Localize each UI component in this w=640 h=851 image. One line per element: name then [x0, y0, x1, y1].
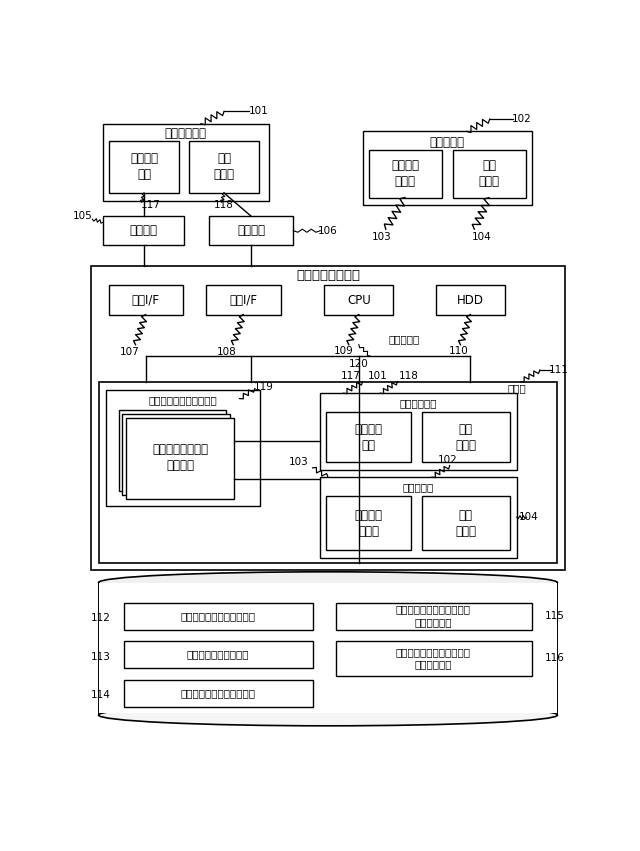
- Text: アプリケーション
ロジック: アプリケーション ロジック: [152, 443, 208, 472]
- Text: 116: 116: [545, 653, 564, 663]
- Text: 110: 110: [449, 346, 468, 356]
- Bar: [436, 285, 505, 315]
- Text: 処理
コード: 処理 コード: [479, 159, 499, 188]
- Bar: [99, 584, 557, 713]
- Bar: [320, 477, 516, 558]
- Text: CPU: CPU: [347, 294, 371, 306]
- Text: シーケンス図管理テーブル: シーケンス図管理テーブル: [180, 611, 255, 620]
- Text: シーケンス図: シーケンス図: [164, 127, 207, 140]
- Bar: [103, 123, 269, 201]
- Bar: [99, 583, 557, 715]
- Text: 処理
コード: 処理 コード: [455, 509, 476, 538]
- Text: ライフライン管理テーブル: ライフライン管理テーブル: [180, 688, 255, 698]
- Text: 上流設計支援装置: 上流設計支援装置: [296, 269, 360, 282]
- Bar: [336, 641, 532, 676]
- Text: 104: 104: [518, 512, 538, 523]
- Text: 103: 103: [289, 457, 308, 466]
- Text: プログラム: プログラム: [430, 135, 465, 149]
- Text: 108: 108: [216, 347, 236, 357]
- Text: イベント管理テーブル: イベント管理テーブル: [187, 649, 249, 660]
- Text: 111: 111: [549, 365, 569, 375]
- Text: 101: 101: [368, 371, 388, 381]
- Bar: [326, 413, 411, 462]
- Text: 115: 115: [545, 611, 564, 620]
- Text: 119: 119: [254, 382, 274, 392]
- Text: 描画
データ: 描画 データ: [214, 152, 234, 181]
- Text: 118: 118: [399, 371, 419, 381]
- Bar: [320, 393, 516, 471]
- Text: 描画
データ: 描画 データ: [455, 423, 476, 452]
- Text: 102: 102: [438, 455, 457, 465]
- Text: 106: 106: [318, 226, 338, 236]
- Bar: [326, 496, 411, 551]
- Text: 102: 102: [512, 114, 532, 124]
- Bar: [109, 140, 179, 193]
- Text: HDD: HDD: [457, 294, 484, 306]
- Text: シーケンス図: シーケンス図: [400, 398, 437, 408]
- Bar: [209, 216, 293, 245]
- Text: 118: 118: [214, 199, 234, 209]
- Bar: [324, 285, 394, 315]
- Text: テキスト
情報: テキスト 情報: [130, 152, 158, 181]
- Text: プログラム: プログラム: [403, 483, 434, 492]
- Text: 101: 101: [249, 106, 269, 117]
- Text: 104: 104: [472, 231, 492, 242]
- Bar: [118, 410, 227, 491]
- Text: 入力装置: 入力装置: [129, 224, 157, 237]
- Bar: [189, 140, 259, 193]
- Bar: [122, 414, 230, 494]
- Ellipse shape: [99, 572, 557, 593]
- Text: 103: 103: [372, 231, 392, 242]
- Text: 114: 114: [91, 690, 111, 700]
- Text: イベント入出力情報クラス
管理テーブル: イベント入出力情報クラス 管理テーブル: [396, 604, 471, 627]
- Text: 120: 120: [349, 359, 369, 369]
- Text: 構造情報
コード: 構造情報 コード: [355, 509, 383, 538]
- Text: 117: 117: [141, 199, 161, 209]
- Bar: [126, 418, 234, 499]
- Bar: [452, 150, 526, 197]
- Text: データバス: データバス: [388, 334, 419, 345]
- Bar: [91, 266, 565, 570]
- Bar: [369, 150, 442, 197]
- Text: 117: 117: [341, 371, 361, 381]
- Bar: [363, 131, 532, 204]
- Bar: [422, 413, 511, 462]
- Bar: [106, 390, 260, 505]
- Text: メモリ: メモリ: [508, 384, 526, 393]
- Bar: [124, 641, 312, 668]
- Text: 入力I/F: 入力I/F: [131, 294, 159, 306]
- Bar: [206, 285, 281, 315]
- Bar: [124, 603, 312, 630]
- Bar: [103, 216, 184, 245]
- Bar: [124, 680, 312, 706]
- Text: イベント入出力情報データ
管理テーブル: イベント入出力情報データ 管理テーブル: [396, 647, 471, 669]
- Text: 112: 112: [91, 613, 111, 623]
- Text: テキスト
情報: テキスト 情報: [355, 423, 383, 452]
- Bar: [336, 603, 532, 630]
- Bar: [99, 381, 557, 563]
- Text: 105: 105: [72, 211, 92, 221]
- Text: 表示装置: 表示装置: [237, 224, 265, 237]
- Text: 113: 113: [91, 652, 111, 661]
- Bar: [109, 285, 183, 315]
- Bar: [422, 496, 511, 551]
- Text: 構造情報
コード: 構造情報 コード: [391, 159, 419, 188]
- Text: 出力I/F: 出力I/F: [229, 294, 257, 306]
- Bar: [99, 583, 557, 586]
- Text: 109: 109: [333, 346, 353, 356]
- Ellipse shape: [99, 705, 557, 726]
- Text: 上流設計支援プログラム: 上流設計支援プログラム: [149, 395, 218, 405]
- Text: 107: 107: [120, 347, 140, 357]
